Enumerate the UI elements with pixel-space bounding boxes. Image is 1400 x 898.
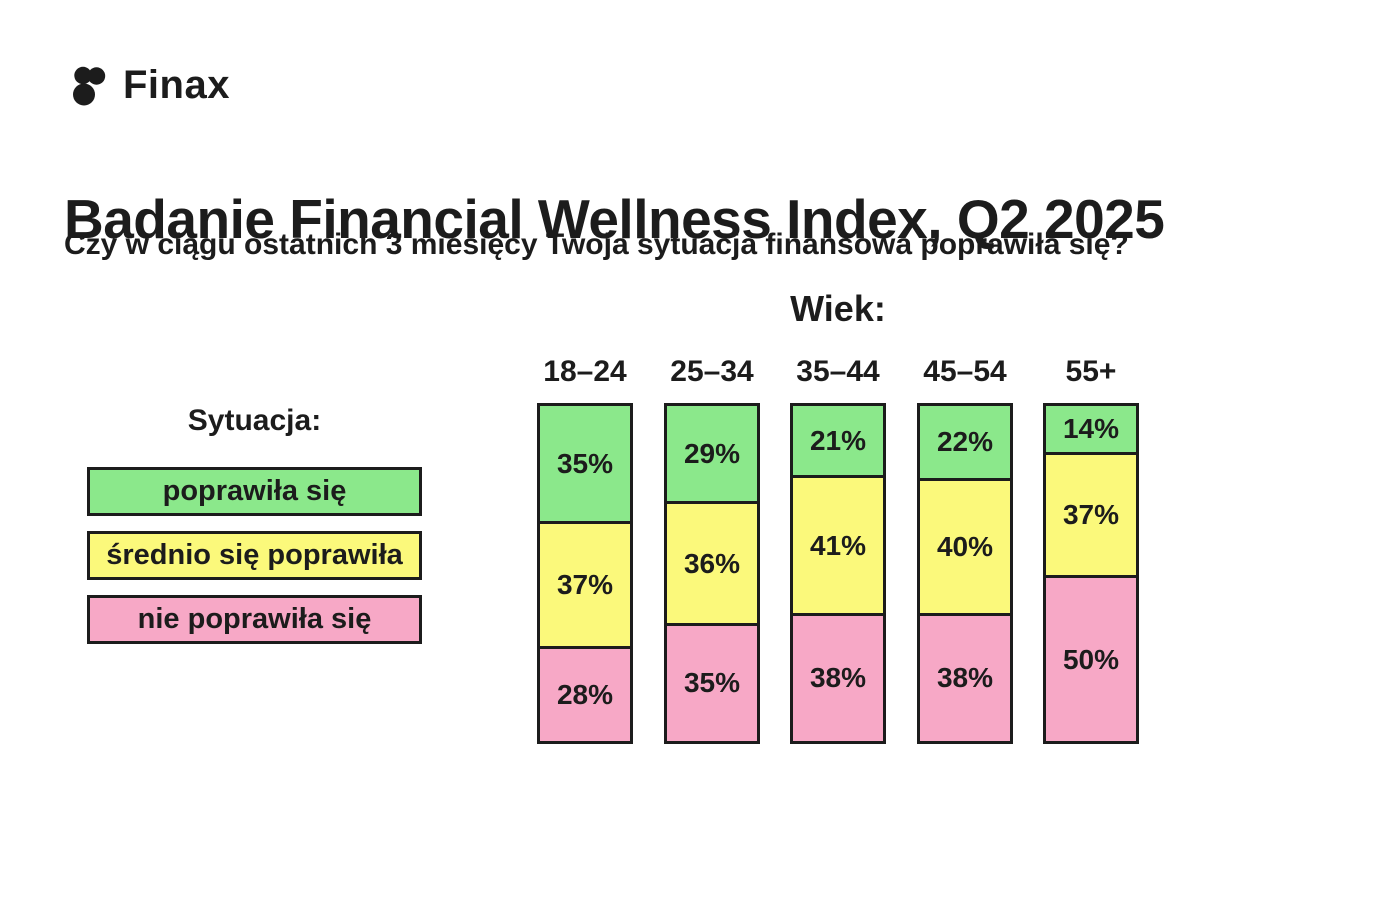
- bar-segment: 50%: [1046, 575, 1136, 742]
- age-group-label: 25–34: [670, 355, 754, 388]
- segment-value-label: 36%: [683, 547, 741, 579]
- bar-segment: 41%: [793, 475, 883, 613]
- bar-segment: 14%: [1046, 406, 1136, 452]
- stacked-bar: 21% 41% 38%: [790, 403, 886, 744]
- bar-segment: 22%: [920, 406, 1010, 479]
- bar-column-25-34: 25–34 29% 36% 35%: [664, 356, 760, 744]
- bar-segment: 35%: [667, 622, 757, 741]
- bar-column-35-44: 35–44 21% 41% 38%: [790, 356, 886, 744]
- legend-item-improved: poprawiła się: [87, 467, 422, 516]
- bar-segment: 29%: [667, 406, 757, 502]
- bar-segment: 40%: [920, 478, 1010, 613]
- bar-segment: 37%: [540, 521, 630, 646]
- finax-logo: Finax: [72, 64, 230, 106]
- legend-items: poprawiła się średnio się poprawiła nie po…: [87, 467, 422, 644]
- segment-value-label: 37%: [1062, 498, 1120, 530]
- legend-item-label: poprawiła się: [162, 475, 347, 507]
- stacked-bar: 35% 37% 28%: [537, 403, 633, 744]
- finax-dots-icon: [73, 66, 106, 105]
- bar-segment: 38%: [793, 612, 883, 741]
- legend-item-label: średnio się poprawiła: [106, 539, 403, 571]
- segment-value-label: 21%: [809, 424, 867, 456]
- segment-value-label: 40%: [936, 531, 994, 563]
- bar-segment: 36%: [667, 501, 757, 623]
- segment-value-label: 22%: [936, 426, 994, 458]
- age-group-label: 55+: [1065, 355, 1117, 388]
- stacked-bar-chart: 18–24 35% 37% 28% 25–34 29% 36% 35% 35–44 21% 41% 3…: [537, 356, 1139, 744]
- bar-segment: 37%: [1046, 451, 1136, 576]
- segment-value-label: 50%: [1062, 643, 1120, 675]
- segment-value-label: 35%: [556, 447, 614, 479]
- survey-question: Czy w ciągu ostatnich 3 miesięcy Twoja s…: [64, 228, 1129, 261]
- stacked-bar: 29% 36% 35%: [664, 403, 760, 744]
- stacked-bar: 22% 40% 38%: [917, 403, 1013, 744]
- segment-value-label: 37%: [556, 569, 614, 601]
- bar-column-55+: 55+ 14% 37% 50%: [1043, 356, 1139, 744]
- age-group-label: 18–24: [543, 355, 627, 388]
- segment-value-label: 35%: [683, 667, 741, 699]
- legend-item-moderately-improved: średnio się poprawiła: [87, 531, 422, 580]
- segment-value-label: 38%: [809, 662, 867, 694]
- age-group-label: 35–44: [796, 355, 880, 388]
- segment-value-label: 38%: [936, 662, 994, 694]
- bar-segment: 38%: [920, 612, 1010, 741]
- bar-column-45-54: 45–54 22% 40% 38%: [917, 356, 1013, 744]
- segment-value-label: 14%: [1062, 412, 1120, 444]
- bar-segment: 21%: [793, 406, 883, 476]
- brand-name: Finax: [123, 63, 230, 107]
- stacked-bar: 14% 37% 50%: [1043, 403, 1139, 744]
- bar-segment: 28%: [540, 645, 630, 742]
- age-group-label: 45–54: [923, 355, 1007, 388]
- legend-heading: Sytuacja:: [187, 404, 322, 437]
- segment-value-label: 41%: [809, 529, 867, 561]
- legend-item-label: nie poprawiła się: [137, 603, 372, 635]
- bar-column-18-24: 18–24 35% 37% 28%: [537, 356, 633, 744]
- legend-item-not-improved: nie poprawiła się: [87, 595, 422, 644]
- age-axis-heading: Wiek:: [790, 288, 886, 329]
- bar-segment: 35%: [540, 406, 630, 522]
- page-title: Badanie Financial Wellness Index, Q2 202…: [64, 187, 1165, 250]
- segment-value-label: 29%: [683, 437, 741, 469]
- segment-value-label: 28%: [556, 678, 614, 710]
